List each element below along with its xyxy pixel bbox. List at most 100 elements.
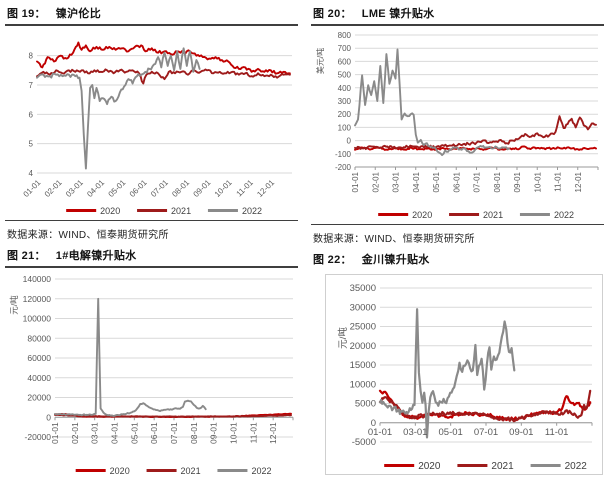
x-tick-label: 03-01 bbox=[64, 178, 85, 199]
legend-label: 2021 bbox=[483, 210, 503, 220]
legend-label: 2020 bbox=[418, 461, 441, 472]
figure-20-name: LME 镍升贴水 bbox=[361, 8, 435, 20]
legend-item-2021: 2021 bbox=[449, 210, 503, 220]
x-tick-label: 05-01 bbox=[107, 178, 128, 199]
y-tick-label: 25000 bbox=[350, 322, 376, 333]
figure-21-chart-wrap: -20000 0 20000 40000 60000 80000 100000 120000 1… bbox=[5, 269, 298, 481]
y-tick-label: 30000 bbox=[350, 302, 376, 313]
y-tick-label: 400 bbox=[338, 84, 352, 93]
figure-22-label: 图 22： bbox=[313, 254, 352, 266]
right-column: 图 20： LME 镍升贴水 -200 -100 0 100 200 300 400 500 6… bbox=[311, 1, 604, 481]
figure-20-title: 图 20： LME 镍升贴水 bbox=[311, 1, 604, 24]
legend-swatch bbox=[217, 469, 248, 472]
legend-item-2020: 2020 bbox=[75, 466, 130, 476]
x-tick-label: 02-01 bbox=[371, 171, 380, 192]
y-tick-label: 6 bbox=[29, 110, 34, 119]
y-tick-label: 120000 bbox=[23, 294, 52, 304]
x-tick-label: 08-01 bbox=[189, 422, 199, 444]
y-tick-label: 140000 bbox=[23, 274, 52, 284]
y-tick-label: 80000 bbox=[27, 333, 51, 343]
legend-swatch bbox=[137, 209, 168, 212]
figure-21-title: 图 21： 1#电解镍升贴水 bbox=[5, 243, 298, 266]
x-tick-label: 11-01 bbox=[545, 427, 569, 438]
figure-22-chart-border-box: -5000 0 5000 10000 15000 20000 25000 30000 35000… bbox=[325, 274, 603, 475]
figure-19-chart-wrap: 4 5 6 7 8 01-01 02-01 03-01 04-01 05-01 06-01 07-01… bbox=[5, 27, 298, 219]
x-tick-label: 03-01 bbox=[90, 422, 100, 444]
x-tick-label: 12-01 bbox=[255, 178, 276, 199]
y-tick-label: 200 bbox=[338, 110, 352, 119]
y-tick-label: 4 bbox=[29, 169, 34, 178]
chart-lme-nickel-premium: -200 -100 0 100 200 300 400 500 600 700 800 01-01 02… bbox=[315, 31, 599, 220]
x-tick-label: 03-01 bbox=[403, 427, 427, 438]
chart-nickel-shfe-lme-ratio: 4 5 6 7 8 01-01 02-01 03-01 04-01 05-01 06-01 07-01… bbox=[22, 41, 292, 216]
x-tick-label: 01-01 bbox=[351, 171, 360, 192]
x-tick-label: 12-01 bbox=[268, 422, 278, 444]
x-tick-label: 09-01 bbox=[192, 178, 213, 199]
legend-swatch bbox=[384, 464, 415, 467]
x-tick-label: 05-01 bbox=[432, 171, 441, 192]
x-tick-label: 11-01 bbox=[248, 422, 258, 443]
y-tick-label: 20000 bbox=[27, 393, 51, 403]
y-tick-label: 800 bbox=[338, 31, 352, 40]
series-line-2022 bbox=[378, 308, 516, 439]
legend-swatch bbox=[66, 209, 97, 212]
legend-label: 2020 bbox=[110, 466, 130, 476]
x-tick-label: 06-01 bbox=[128, 178, 149, 199]
x-tick-label: 10-01 bbox=[533, 171, 542, 192]
y-axis-unit-label: 元/吨 bbox=[9, 295, 19, 315]
y-tick-label: 5000 bbox=[355, 399, 376, 410]
legend-label: 2022 bbox=[565, 461, 588, 472]
chart-jinchuan-nickel-premium: -5000 0 5000 10000 15000 20000 25000 30000 35000… bbox=[337, 283, 593, 472]
legend-label: 2022 bbox=[251, 466, 271, 476]
legend-swatch bbox=[519, 213, 550, 216]
x-tick-label: 09-01 bbox=[509, 427, 533, 438]
y-tick-label: 100000 bbox=[23, 314, 52, 324]
y-tick-label: -20000 bbox=[25, 432, 52, 442]
source-line-left: 数据来源：WIND、恒泰期货研究所 bbox=[5, 220, 298, 243]
x-tick-label: 10-01 bbox=[213, 178, 234, 199]
x-tick-label: 05-01 bbox=[129, 422, 139, 444]
y-axis-unit-label: 元/吨 bbox=[337, 327, 349, 349]
figure-20-chart-wrap: -200 -100 0 100 200 300 400 500 600 700 800 01-01 02… bbox=[311, 27, 604, 223]
figure-22-name: 金川镍升贴水 bbox=[361, 254, 430, 266]
x-tick-label: 07-01 bbox=[169, 422, 179, 444]
x-tick-label: 12-01 bbox=[574, 171, 583, 192]
figure-21-name: 1#电解镍升贴水 bbox=[55, 250, 137, 262]
y-tick-label: 7 bbox=[29, 81, 34, 90]
series-line-2020 bbox=[36, 41, 291, 75]
x-tick-label: 08-01 bbox=[170, 178, 191, 199]
x-tick-label: 03-01 bbox=[392, 171, 401, 192]
legend-swatch bbox=[207, 209, 238, 212]
x-tick-label: 06-01 bbox=[149, 422, 159, 444]
legend-item-2022: 2022 bbox=[207, 206, 262, 216]
y-axis-unit-label: 美元/吨 bbox=[315, 48, 325, 74]
legend-item-2021: 2021 bbox=[137, 206, 191, 216]
figure-19-title-rule bbox=[5, 24, 298, 26]
series-line-2022 bbox=[36, 47, 201, 170]
x-tick-label: 04-01 bbox=[85, 178, 106, 199]
y-tick-label: 8 bbox=[29, 52, 34, 61]
chart-electrolytic-nickel-premium: -20000 0 20000 40000 60000 80000 100000 120000 1… bbox=[9, 274, 294, 476]
figure-21-title-rule bbox=[5, 266, 298, 268]
x-tick-label: 04-01 bbox=[110, 422, 120, 444]
y-tick-label: 5 bbox=[29, 140, 34, 149]
source-line-right: 数据来源：WIND、恒泰期货研究所 bbox=[311, 224, 604, 247]
y-tick-label: 300 bbox=[338, 97, 352, 106]
x-tick-label: 11-01 bbox=[234, 178, 255, 199]
legend-label: 2021 bbox=[171, 206, 191, 216]
figure-22-title: 图 22： 金川镍升贴水 bbox=[311, 247, 604, 270]
y-tick-label: 0 bbox=[347, 137, 352, 146]
x-tick-label: 05-01 bbox=[439, 427, 463, 438]
legend-item-2021: 2021 bbox=[457, 461, 514, 472]
legend-item-2022: 2022 bbox=[217, 466, 271, 476]
y-tick-label: 100 bbox=[338, 123, 352, 132]
y-tick-label: 0 bbox=[371, 418, 376, 429]
legend-label: 2021 bbox=[491, 461, 514, 472]
figure-21-label: 图 21： bbox=[7, 250, 46, 262]
x-tick-label: 11-01 bbox=[554, 171, 563, 191]
legend-swatch bbox=[530, 464, 561, 467]
series-line-2021 bbox=[54, 413, 292, 418]
x-tick-label: 10-01 bbox=[229, 422, 239, 444]
y-tick-label: 40000 bbox=[27, 373, 51, 383]
